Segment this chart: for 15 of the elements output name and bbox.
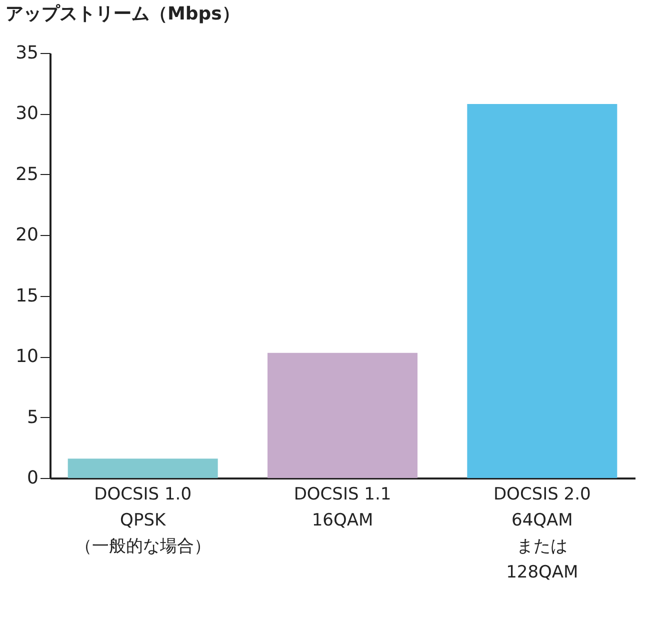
x-tick-label: DOCSIS 1.1 16QAM <box>294 484 392 530</box>
x-tick-label: DOCSIS 1.0 QPSK （一般的な場合） <box>74 484 211 556</box>
y-tick-label: 30 <box>16 103 38 124</box>
x-tick-label: DOCSIS 2.0 64QAM または 128QAM <box>493 484 591 582</box>
bar <box>268 352 418 478</box>
bar <box>467 104 618 478</box>
y-tick-label: 25 <box>16 164 38 185</box>
y-tick-label: 15 <box>16 285 38 306</box>
y-tick-label: 0 <box>27 468 38 488</box>
y-tick-label: 10 <box>16 346 38 368</box>
bar <box>68 458 218 478</box>
y-tick-label: 20 <box>16 224 38 246</box>
y-axis-title: アップストリーム（Mbps） <box>6 4 240 24</box>
y-tick-label: 5 <box>27 406 38 428</box>
y-tick-label: 35 <box>16 42 38 64</box>
